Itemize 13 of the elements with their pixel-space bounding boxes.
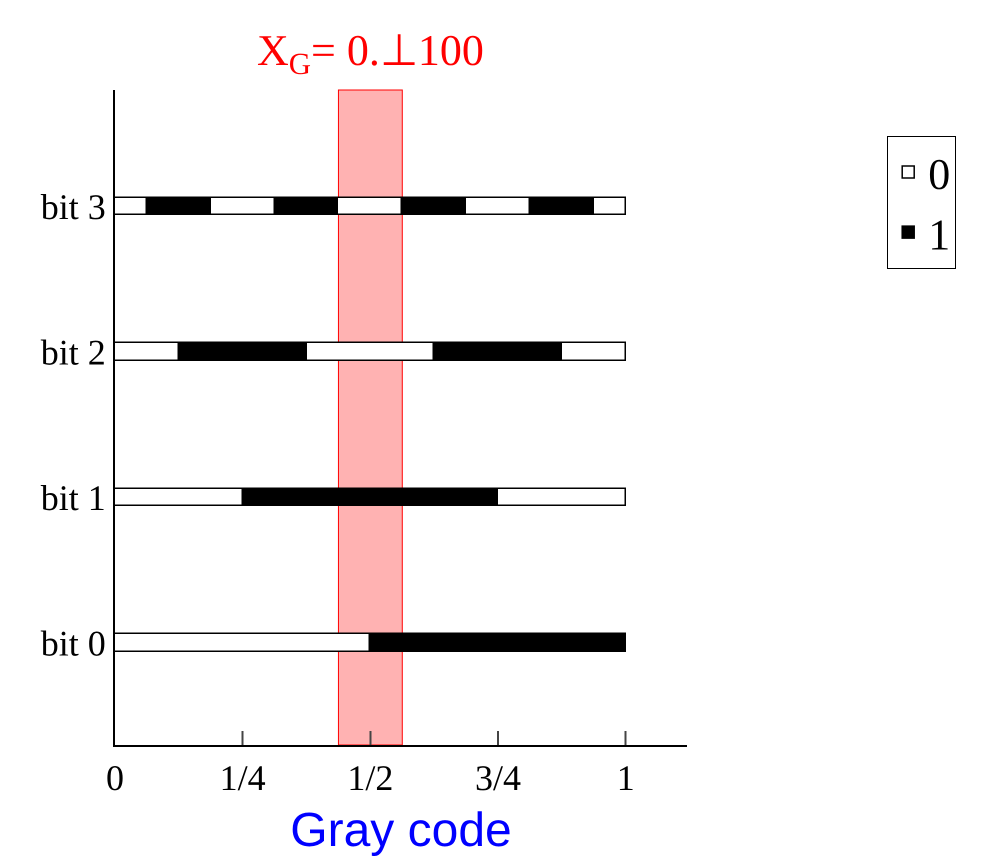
y-tick-label: bit 0 xyxy=(40,624,106,664)
x-tick-label: 1 xyxy=(616,758,635,798)
legend-label: 0 xyxy=(928,150,950,200)
legend-label: 1 xyxy=(928,210,950,260)
y-tick-label: bit 1 xyxy=(40,478,106,518)
y-tick-label: bit 2 xyxy=(40,332,106,373)
x-tick-label: 1/4 xyxy=(220,758,266,798)
band-label: X$_{G}$= 0.⊥100 xyxy=(257,26,484,82)
x-tick-label: 1/2 xyxy=(347,758,394,798)
y-tick-label: bit 3 xyxy=(40,187,106,228)
x-tick-label: 3/4 xyxy=(475,758,522,798)
x-tick-label: 0 xyxy=(106,758,124,798)
x-axis-title: Gray code xyxy=(290,804,512,857)
